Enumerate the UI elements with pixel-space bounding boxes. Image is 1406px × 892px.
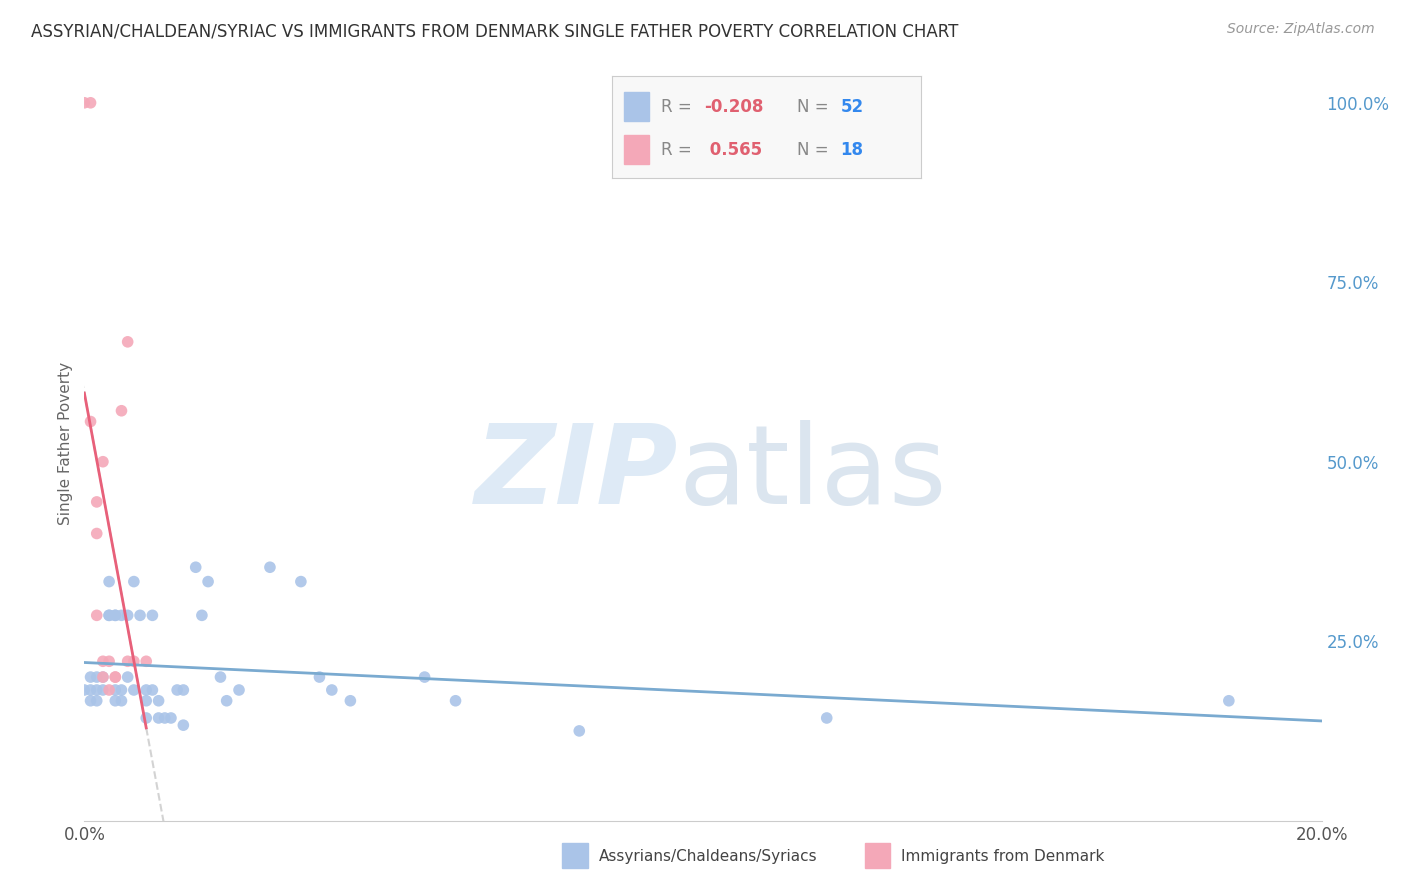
Point <box>228 683 250 698</box>
Point <box>117 608 139 623</box>
Point <box>86 694 108 708</box>
Point <box>815 711 838 725</box>
Point <box>91 455 114 469</box>
Text: 52: 52 <box>841 97 863 116</box>
Point <box>79 95 101 110</box>
Point <box>79 415 101 429</box>
Y-axis label: Single Father Poverty: Single Father Poverty <box>58 362 73 525</box>
Point <box>98 608 121 623</box>
Point <box>98 683 121 698</box>
Point <box>166 683 188 698</box>
Point <box>135 694 157 708</box>
Point <box>86 526 108 541</box>
Point <box>110 608 132 623</box>
Point <box>91 683 114 698</box>
Point <box>86 495 108 509</box>
Point <box>104 670 127 684</box>
Point <box>122 574 145 589</box>
Text: -0.208: -0.208 <box>704 97 763 116</box>
Bar <box>624 92 648 121</box>
Point <box>135 711 157 725</box>
Point <box>141 683 163 698</box>
Bar <box>624 136 648 164</box>
Point <box>191 608 214 623</box>
Point <box>86 683 108 698</box>
Point <box>79 670 101 684</box>
Point <box>104 608 127 623</box>
Text: Source: ZipAtlas.com: Source: ZipAtlas.com <box>1227 22 1375 37</box>
Point <box>117 670 139 684</box>
Point <box>104 608 127 623</box>
Point <box>91 670 114 684</box>
Point <box>209 670 232 684</box>
Point <box>122 654 145 668</box>
Point <box>79 694 101 708</box>
Point <box>153 711 176 725</box>
Point <box>413 670 436 684</box>
Point <box>197 574 219 589</box>
Text: 18: 18 <box>841 141 863 159</box>
Point <box>117 334 139 349</box>
Point <box>1218 694 1240 708</box>
Point <box>172 683 194 698</box>
Point <box>104 670 127 684</box>
Point <box>98 654 121 668</box>
Point <box>98 608 121 623</box>
Text: ZIP: ZIP <box>475 420 678 527</box>
Point <box>122 683 145 698</box>
Point <box>308 670 330 684</box>
Point <box>86 608 108 623</box>
Point <box>86 670 108 684</box>
Point <box>110 403 132 417</box>
Text: N =: N = <box>797 141 834 159</box>
Point <box>73 683 96 698</box>
Point <box>184 560 207 574</box>
Point <box>79 683 101 698</box>
Point <box>117 654 139 668</box>
Text: R =: R = <box>661 141 697 159</box>
Point <box>444 694 467 708</box>
Text: 0.565: 0.565 <box>704 141 762 159</box>
Point <box>104 683 127 698</box>
Point <box>73 95 96 110</box>
Point <box>339 694 361 708</box>
Point <box>215 694 238 708</box>
Text: N =: N = <box>797 97 834 116</box>
Point <box>91 670 114 684</box>
Point <box>148 694 170 708</box>
Point <box>172 718 194 732</box>
Point <box>98 574 121 589</box>
Point <box>110 683 132 698</box>
Text: atlas: atlas <box>678 420 946 527</box>
Point <box>290 574 312 589</box>
Point <box>141 608 163 623</box>
Point <box>148 711 170 725</box>
Point <box>160 711 183 725</box>
Text: Assyrians/Chaldeans/Syriacs: Assyrians/Chaldeans/Syriacs <box>599 849 817 863</box>
Point <box>321 683 343 698</box>
Point <box>568 723 591 738</box>
Point <box>135 683 157 698</box>
Text: ASSYRIAN/CHALDEAN/SYRIAC VS IMMIGRANTS FROM DENMARK SINGLE FATHER POVERTY CORREL: ASSYRIAN/CHALDEAN/SYRIAC VS IMMIGRANTS F… <box>31 22 959 40</box>
Text: Immigrants from Denmark: Immigrants from Denmark <box>901 849 1105 863</box>
Point <box>91 654 114 668</box>
Point <box>135 654 157 668</box>
Point <box>110 694 132 708</box>
Point <box>259 560 281 574</box>
Text: R =: R = <box>661 97 697 116</box>
Point <box>104 694 127 708</box>
Point <box>129 608 152 623</box>
